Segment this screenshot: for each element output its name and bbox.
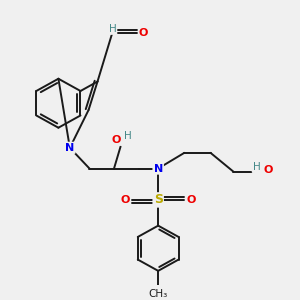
Text: H: H	[124, 130, 132, 141]
Text: O: O	[187, 195, 196, 205]
Text: N: N	[154, 164, 163, 173]
Text: H: H	[109, 24, 116, 34]
Text: CH₃: CH₃	[148, 289, 168, 299]
Text: O: O	[263, 165, 272, 175]
Text: O: O	[112, 135, 121, 145]
Text: O: O	[139, 28, 148, 38]
Text: N: N	[65, 143, 74, 153]
Text: S: S	[154, 194, 163, 206]
Text: O: O	[120, 195, 130, 205]
Text: H: H	[253, 162, 260, 172]
